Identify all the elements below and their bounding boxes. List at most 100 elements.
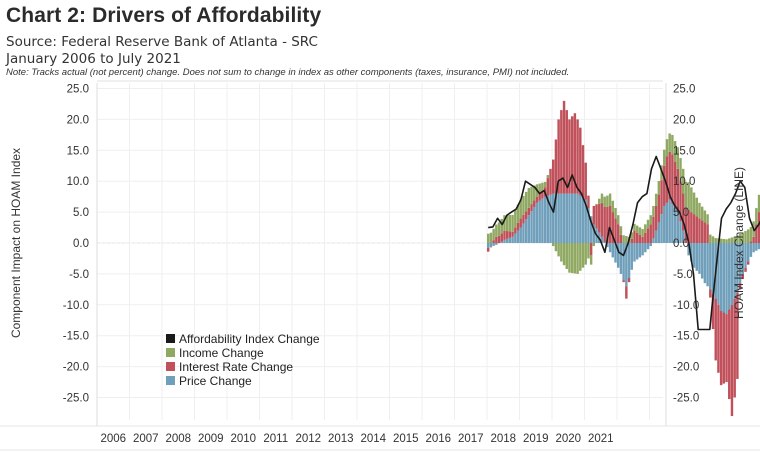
bar-interest <box>617 224 620 243</box>
bar-interest <box>487 247 490 252</box>
x-tick: 2019 <box>523 433 549 445</box>
bar-income <box>684 181 688 208</box>
bar-income <box>533 185 536 201</box>
bar-interest <box>749 241 753 243</box>
bar-income <box>725 239 728 243</box>
bar-interest <box>679 181 682 222</box>
bar-income <box>514 209 517 228</box>
bar-price <box>755 243 758 251</box>
y-tick-left: 0.0 <box>73 238 89 250</box>
bar-interest <box>741 273 745 280</box>
bar-price <box>641 243 644 256</box>
bar-price <box>487 243 490 248</box>
legend-swatch-interest <box>166 362 175 371</box>
bar-price <box>584 199 587 243</box>
bar-price <box>700 243 704 279</box>
bar-income <box>603 196 606 207</box>
legend-label-price: Price Change <box>179 374 252 388</box>
bar-interest <box>508 231 512 238</box>
bar-income <box>711 236 715 243</box>
bar-interest <box>719 310 723 386</box>
bar-price <box>581 197 585 243</box>
bar-price <box>535 202 539 243</box>
bar-income <box>619 226 623 235</box>
bar-income <box>495 224 498 237</box>
bar-interest <box>682 193 685 231</box>
bar-income <box>706 214 709 225</box>
bar-price <box>709 243 712 290</box>
bar-interest <box>633 230 636 243</box>
bar-interest <box>755 224 758 243</box>
x-tick: 2012 <box>295 433 321 445</box>
bar-price <box>530 211 533 243</box>
legend-swatch-index <box>166 334 175 343</box>
bar-interest <box>598 203 601 233</box>
bar-price <box>587 207 590 243</box>
bar-interest <box>600 202 604 237</box>
bar-price <box>524 219 528 243</box>
bar-income <box>757 194 760 213</box>
bar-interest <box>579 127 582 196</box>
bar-price <box>592 224 596 243</box>
bar-price <box>741 243 745 274</box>
bar-price <box>633 243 636 262</box>
y-tick-left: 5.0 <box>73 207 89 219</box>
bar-income <box>573 243 577 274</box>
y-tick-left: -15.0 <box>63 331 89 343</box>
bar-price <box>690 243 693 262</box>
index-line <box>488 155 760 331</box>
x-tick: 2010 <box>230 433 256 445</box>
bar-interest <box>649 224 652 243</box>
bar-income <box>560 243 563 262</box>
bar-price <box>541 198 544 243</box>
bar-interest <box>660 180 663 215</box>
bar-income <box>744 230 747 243</box>
bar-interest <box>703 222 707 243</box>
bar-price <box>660 214 663 243</box>
bar-income <box>709 234 712 243</box>
bar-income <box>592 243 596 247</box>
y-tick-left: -20.0 <box>63 362 89 374</box>
bar-price <box>508 237 512 243</box>
bar-income <box>581 243 585 268</box>
bar-income <box>500 218 503 234</box>
bar-interest <box>714 298 717 361</box>
bar-interest <box>638 234 642 243</box>
bar-income <box>565 243 568 269</box>
bar-income <box>644 224 647 233</box>
y-tick-right: -20.0 <box>673 362 699 374</box>
bar-income <box>736 235 739 243</box>
bar-interest <box>725 314 728 383</box>
bar-income <box>641 228 644 237</box>
bar-price <box>652 238 655 243</box>
x-tick: 2011 <box>263 433 288 445</box>
bar-price <box>619 243 623 274</box>
bar-price <box>730 243 734 305</box>
bar-income <box>508 214 512 232</box>
y-tick-right: 25.0 <box>673 84 695 96</box>
bar-interest <box>706 224 709 243</box>
y-tick-left: -10.0 <box>63 300 89 312</box>
bar-income <box>676 147 680 169</box>
bar-interest <box>668 151 671 200</box>
bar-income <box>741 232 745 243</box>
bar-interest <box>611 212 615 243</box>
y-axis-right-title: HOAM Index Change (LINE) <box>732 167 746 319</box>
bar-income <box>505 215 509 232</box>
bar-price <box>663 205 666 243</box>
bar-price <box>649 243 652 247</box>
bar-interest <box>581 145 585 198</box>
bar-interest <box>738 283 742 290</box>
bar-income <box>487 233 490 243</box>
bar-price <box>757 243 760 250</box>
bar-interest <box>562 100 566 194</box>
legend: Affordability Index Change Income Change… <box>166 332 320 388</box>
bar-price <box>622 243 625 281</box>
bar-income <box>690 187 693 213</box>
bar-income <box>719 238 723 243</box>
bar-income <box>649 215 652 225</box>
bar-price <box>630 243 633 270</box>
bar-price <box>522 223 525 243</box>
grid <box>0 80 760 451</box>
